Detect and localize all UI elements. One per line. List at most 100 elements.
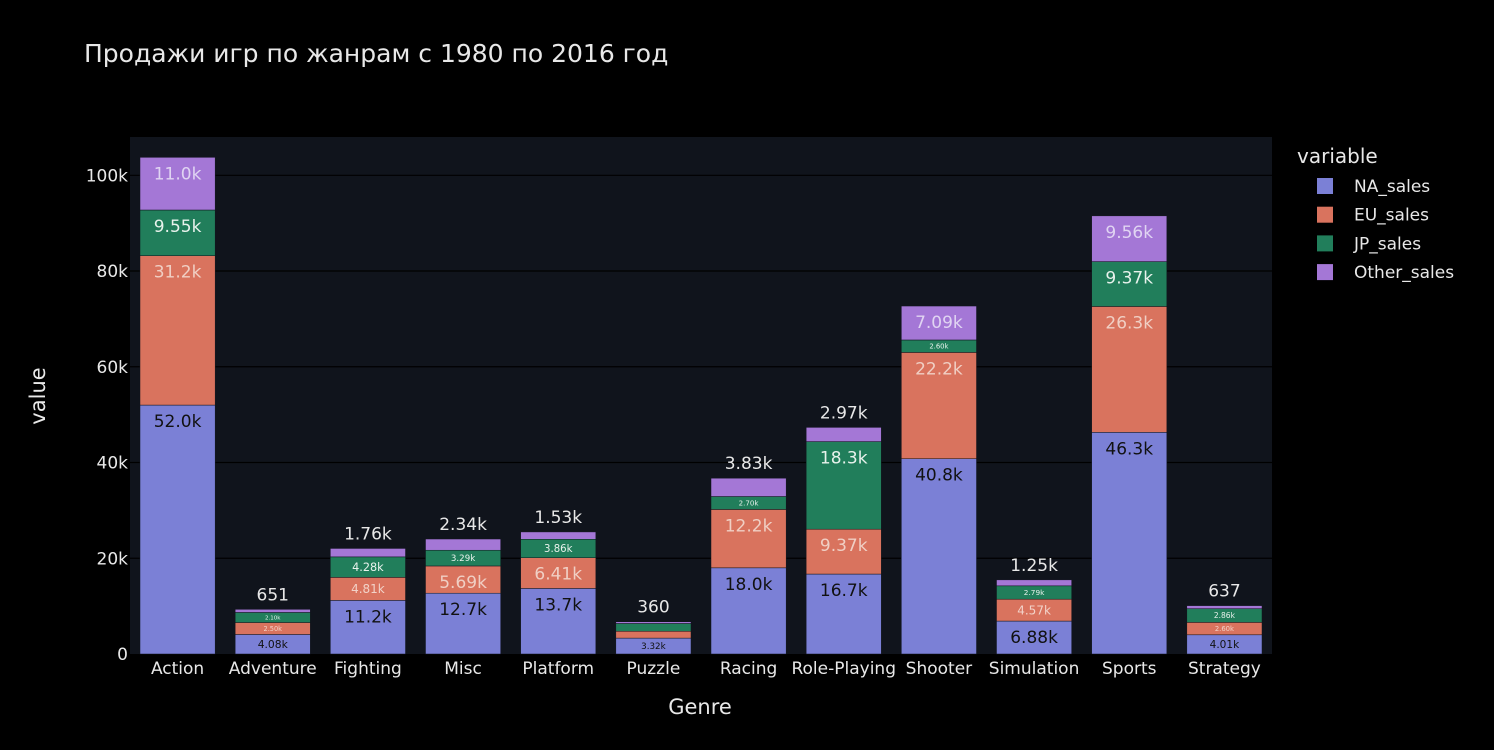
bar-other-sales-strategy[interactable]	[1186, 605, 1263, 609]
data-label-other-sales-sports: 9.56k	[1105, 223, 1153, 243]
legend-label-na-sales[interactable]: NA_sales	[1354, 177, 1430, 197]
legend-label-jp-sales[interactable]: JP_sales	[1353, 234, 1421, 254]
data-label-na-sales-simulation: 6.88k	[1010, 628, 1058, 648]
bar-eu-sales-shooter[interactable]	[901, 352, 977, 459]
data-label-jp-sales-adventure: 2.10k	[265, 615, 281, 621]
gridlines	[130, 174, 1272, 559]
bar-na-sales-misc[interactable]	[425, 592, 501, 655]
y-tick-label: 20k	[97, 549, 129, 569]
data-label-other-sales-simulation: 1.25k	[1010, 556, 1058, 576]
data-label-jp-sales-sports: 9.37k	[1105, 269, 1153, 289]
x-tick-label: Role-Playing	[791, 659, 896, 679]
data-label-eu-sales-sports: 26.3k	[1105, 313, 1153, 333]
bar-na-sales-platform[interactable]	[520, 588, 597, 655]
bar-other-sales-simulation[interactable]	[996, 579, 1072, 587]
bar-eu-sales-misc[interactable]	[425, 565, 501, 594]
data-label-other-sales-misc: 2.34k	[439, 515, 487, 535]
bar-other-sales-misc[interactable]	[425, 538, 501, 551]
legend-label-other-sales[interactable]: Other_sales	[1354, 263, 1454, 283]
bar-na-sales-role-playing[interactable]	[805, 573, 882, 655]
bar-other-sales-sports[interactable]	[1091, 215, 1168, 262]
bar-jp-sales-action[interactable]	[139, 209, 216, 256]
bar-na-sales-fighting[interactable]	[330, 600, 406, 655]
bar-eu-sales-racing[interactable]	[710, 509, 787, 569]
bar-eu-sales-role-playing[interactable]	[805, 528, 882, 575]
bar-jp-sales-sports[interactable]	[1091, 261, 1168, 307]
x-tick-label: Simulation	[989, 659, 1080, 679]
data-label-other-sales-racing: 3.83k	[725, 454, 773, 474]
legend-swatch-other-sales[interactable]	[1317, 264, 1333, 281]
y-tick-label: 60k	[97, 358, 129, 378]
data-label-other-sales-platform: 1.53k	[534, 508, 582, 528]
data-label-jp-sales-simulation: 2.79k	[1024, 588, 1045, 597]
data-label-other-sales-role-playing: 2.97k	[820, 403, 868, 423]
bar-na-sales-simulation[interactable]	[996, 620, 1072, 655]
chart-title: Продажи игр по жанрам с 1980 по 2016 год	[84, 39, 668, 68]
data-label-jp-sales-role-playing: 18.3k	[820, 449, 868, 469]
data-label-na-sales-shooter: 40.8k	[915, 466, 963, 486]
x-tick-label: Puzzle	[627, 659, 681, 679]
data-label-na-sales-strategy: 4.01k	[1210, 639, 1240, 651]
x-tick-label: Sports	[1102, 659, 1157, 679]
bar-na-sales-shooter[interactable]	[901, 458, 977, 655]
bar-eu-sales-sports[interactable]	[1091, 306, 1168, 433]
bars	[139, 157, 1263, 655]
data-label-eu-sales-action: 31.2k	[154, 263, 202, 283]
bar-other-sales-action[interactable]	[139, 157, 216, 211]
data-label-na-sales-platform: 13.7k	[534, 595, 582, 615]
data-label-other-sales-strategy: 637	[1208, 582, 1240, 602]
data-label-eu-sales-shooter: 22.2k	[915, 359, 963, 379]
bar-eu-sales-platform[interactable]	[520, 557, 597, 589]
x-tick-label: Fighting	[334, 659, 402, 679]
x-tick-label: Action	[151, 659, 204, 679]
bar-other-sales-puzzle[interactable]	[615, 621, 692, 624]
bar-other-sales-platform[interactable]	[520, 531, 597, 540]
legend-swatch-na-sales[interactable]	[1317, 178, 1333, 194]
data-label-na-sales-adventure: 4.08k	[258, 638, 289, 651]
data-label-eu-sales-simulation: 4.57k	[1017, 603, 1051, 617]
bar-other-sales-shooter[interactable]	[901, 305, 977, 341]
legend-swatch-eu-sales[interactable]	[1317, 206, 1333, 223]
bar-jp-sales-puzzle[interactable]	[615, 623, 692, 632]
data-label-jp-sales-platform: 3.86k	[544, 544, 573, 555]
plot-area	[130, 137, 1272, 654]
data-label-jp-sales-action: 9.55k	[154, 217, 202, 237]
legend-swatch-jp-sales[interactable]	[1317, 235, 1333, 252]
data-label-eu-sales-racing: 12.2k	[725, 516, 773, 536]
bar-other-sales-adventure[interactable]	[234, 609, 311, 613]
bar-na-sales-racing[interactable]	[710, 567, 787, 655]
data-label-eu-sales-strategy: 2.60k	[1215, 625, 1234, 633]
bar-eu-sales-puzzle[interactable]	[615, 631, 692, 639]
bar-na-sales-sports[interactable]	[1091, 432, 1168, 655]
data-label-na-sales-role-playing: 16.7k	[820, 581, 868, 601]
x-tick-label: Racing	[720, 659, 778, 679]
data-label-eu-sales-role-playing: 9.37k	[820, 536, 868, 556]
y-tick-label: 80k	[97, 262, 129, 282]
data-label-other-sales-fighting: 1.76k	[344, 524, 392, 544]
bar-other-sales-role-playing[interactable]	[805, 427, 882, 442]
y-tick-label: 40k	[97, 454, 129, 474]
data-label-eu-sales-misc: 5.69k	[439, 573, 487, 593]
data-label-jp-sales-strategy: 2.86k	[1214, 611, 1236, 620]
data-label-na-sales-fighting: 11.2k	[344, 607, 392, 627]
y-axis-title: value	[26, 367, 50, 424]
x-tick-label: Platform	[522, 659, 594, 679]
bar-other-sales-racing[interactable]	[710, 477, 787, 497]
data-label-na-sales-action: 52.0k	[154, 412, 202, 432]
bar-other-sales-fighting[interactable]	[330, 548, 406, 558]
data-label-jp-sales-misc: 3.29k	[451, 554, 475, 564]
legend-label-eu-sales[interactable]: EU_sales	[1354, 206, 1429, 226]
data-label-na-sales-racing: 18.0k	[725, 575, 773, 595]
x-tick-label: Shooter	[906, 659, 972, 679]
legend: variable NA_sales EU_sales JP_sales Other_s…	[1297, 144, 1454, 283]
data-label-jp-sales-fighting: 4.28k	[352, 561, 384, 574]
data-label-na-sales-sports: 46.3k	[1105, 439, 1153, 459]
x-tick-label: Strategy	[1188, 659, 1261, 679]
bar-na-sales-action[interactable]	[139, 404, 216, 655]
bar-eu-sales-action[interactable]	[139, 255, 216, 406]
x-tick-label: Adventure	[229, 659, 317, 679]
bar-jp-sales-role-playing[interactable]	[805, 441, 882, 530]
data-label-eu-sales-fighting: 4.81k	[351, 582, 385, 596]
data-label-jp-sales-racing: 2.70k	[739, 499, 760, 508]
